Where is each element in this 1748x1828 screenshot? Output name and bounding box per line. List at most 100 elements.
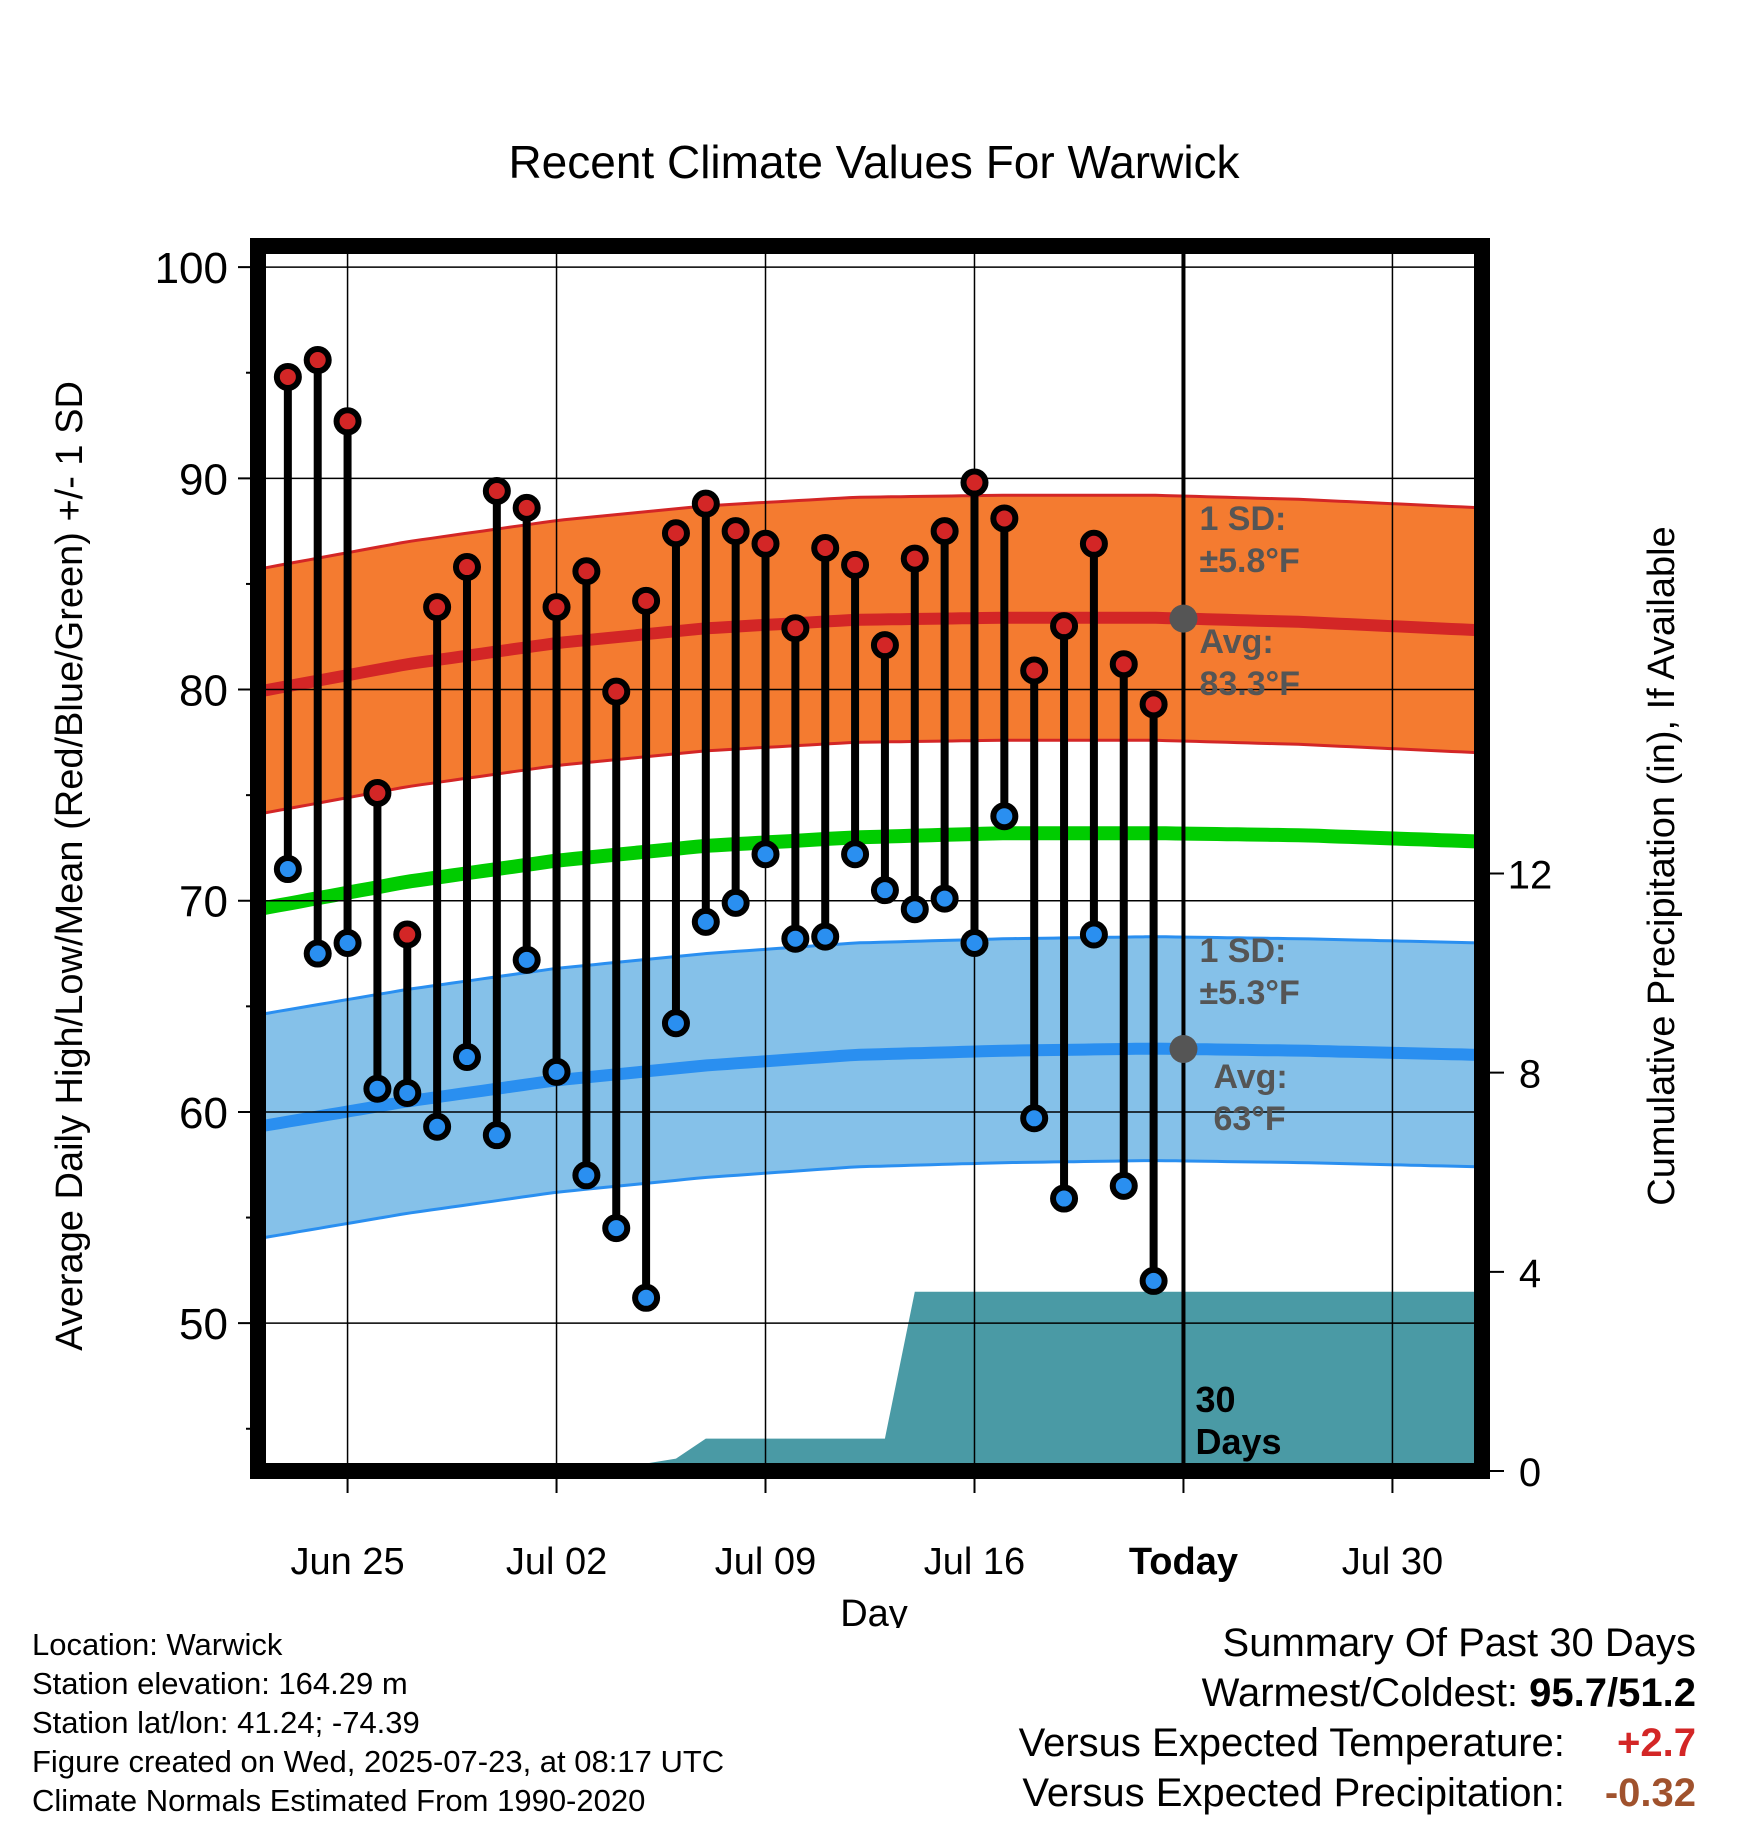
y-tick-label: 100 bbox=[155, 244, 228, 293]
plot-area bbox=[258, 246, 1482, 1471]
high-avg-label: Avg: bbox=[1199, 623, 1273, 661]
y-tick-label: 70 bbox=[179, 878, 228, 927]
plot-frame bbox=[250, 238, 1490, 1479]
low-point bbox=[452, 1043, 481, 1072]
high-sd-upper-line bbox=[258, 493, 1482, 571]
high-point bbox=[1079, 529, 1108, 558]
x-tick-label: Jul 16 bbox=[924, 1541, 1025, 1583]
precip-label: Versus Expected Precipitation: bbox=[1022, 1771, 1565, 1815]
low-point bbox=[751, 840, 780, 869]
precip-row: Versus Expected Precipitation: -0.32 bbox=[1019, 1768, 1696, 1818]
high-point bbox=[393, 920, 422, 949]
low-sd-upper-line bbox=[258, 935, 1482, 1017]
low-point bbox=[930, 884, 959, 913]
low-point bbox=[811, 922, 840, 951]
station-info: Location: Warwick Station elevation: 164… bbox=[32, 1625, 724, 1820]
high-point bbox=[632, 586, 661, 615]
low-point bbox=[273, 855, 302, 884]
low-point bbox=[512, 945, 541, 974]
low-avg-line bbox=[258, 1042, 1482, 1133]
y-tick-label: 80 bbox=[179, 667, 228, 716]
warm-cold-row: Warmest/Coldest: 95.7/51.2 bbox=[1019, 1668, 1696, 1718]
low-avg-label: Avg: bbox=[1213, 1058, 1287, 1096]
high-sd-band bbox=[258, 495, 1482, 815]
high-point bbox=[661, 519, 690, 548]
precip-area bbox=[258, 1291, 1482, 1471]
high-point bbox=[542, 593, 571, 622]
climate-chart: Recent Climate Values For Warwick 1 SD: ±… bbox=[49, 136, 1683, 1628]
summary-title: Summary Of Past 30 Days bbox=[1222, 1621, 1696, 1665]
high-avg-value: 83.3°F bbox=[1199, 665, 1300, 703]
temp-row: Versus Expected Temperature: +2.7 bbox=[1019, 1718, 1696, 1768]
high-point bbox=[273, 362, 302, 391]
low-point bbox=[303, 939, 332, 968]
low-point bbox=[1050, 1184, 1079, 1213]
high-point bbox=[452, 553, 481, 582]
low-point bbox=[572, 1161, 601, 1190]
high-point bbox=[811, 534, 840, 563]
y2-tick-label: 4 bbox=[1519, 1252, 1541, 1296]
low-point bbox=[960, 928, 989, 957]
high-point bbox=[602, 677, 631, 706]
chart-title: Recent Climate Values For Warwick bbox=[508, 136, 1240, 188]
days-window-label: Days bbox=[1195, 1421, 1281, 1462]
y2-tick-label: 8 bbox=[1519, 1053, 1541, 1097]
low-point bbox=[393, 1078, 422, 1107]
high-point bbox=[572, 557, 601, 586]
low-point bbox=[1079, 920, 1108, 949]
high-avg-line bbox=[258, 611, 1482, 698]
x-axis-label: Day bbox=[840, 1593, 908, 1628]
low-point bbox=[990, 802, 1019, 831]
x-tick-label: Today bbox=[1129, 1541, 1238, 1583]
x-tick-label: Jul 09 bbox=[715, 1541, 816, 1583]
latlon-text: Station lat/lon: 41.24; -74.39 bbox=[32, 1705, 420, 1740]
high-sd-lower-line bbox=[258, 738, 1482, 816]
low-sd-value: ±5.3°F bbox=[1199, 974, 1299, 1012]
low-avg-value: 63°F bbox=[1213, 1100, 1285, 1138]
temp-label: Versus Expected Temperature: bbox=[1018, 1721, 1565, 1765]
low-sd-band bbox=[258, 936, 1482, 1239]
high-point bbox=[423, 593, 452, 622]
high-point bbox=[691, 489, 720, 518]
low-point bbox=[841, 840, 870, 869]
y2-tick-label: 0 bbox=[1519, 1451, 1541, 1495]
low-point bbox=[870, 876, 899, 905]
low-point bbox=[423, 1112, 452, 1141]
low-point bbox=[721, 888, 750, 917]
low-point bbox=[632, 1283, 661, 1312]
precip-value: -0.32 bbox=[1604, 1771, 1696, 1815]
low-sd-lower-line bbox=[258, 1159, 1482, 1241]
low-point bbox=[900, 895, 929, 924]
high-point bbox=[1139, 690, 1168, 719]
low-sd-label: 1 SD: bbox=[1199, 932, 1286, 970]
high-point bbox=[363, 779, 392, 808]
low-point bbox=[661, 1009, 690, 1038]
low-point bbox=[1139, 1266, 1168, 1295]
high-point bbox=[1050, 612, 1079, 641]
high-point bbox=[303, 346, 332, 375]
high-point bbox=[333, 407, 362, 436]
high-point bbox=[960, 468, 989, 497]
x-tick-label: Jun 25 bbox=[291, 1541, 405, 1583]
low-point bbox=[482, 1121, 511, 1150]
warm-cold-value: 95.7/51.2 bbox=[1529, 1671, 1696, 1715]
warm-cold-label: Warmest/Coldest: bbox=[1201, 1671, 1519, 1715]
low-point bbox=[602, 1214, 631, 1243]
y-tick-label: 90 bbox=[179, 455, 228, 504]
low-point bbox=[781, 924, 810, 953]
normals-text: Climate Normals Estimated From 1990-2020 bbox=[32, 1783, 646, 1818]
x-tick-label: Jul 30 bbox=[1342, 1541, 1443, 1583]
high-point bbox=[512, 493, 541, 522]
low-point bbox=[1020, 1104, 1049, 1133]
low-point bbox=[333, 928, 362, 957]
high-sd-label: 1 SD: bbox=[1199, 500, 1286, 538]
low-point bbox=[542, 1057, 571, 1086]
location-text: Location: Warwick bbox=[32, 1627, 283, 1662]
high-point bbox=[482, 477, 511, 505]
today-low-avg-marker bbox=[1169, 1035, 1198, 1064]
high-point bbox=[721, 517, 750, 546]
high-point bbox=[900, 544, 929, 573]
high-point bbox=[930, 517, 959, 546]
days-window-number: 30 bbox=[1195, 1379, 1235, 1420]
today-high-avg-marker bbox=[1169, 604, 1198, 633]
